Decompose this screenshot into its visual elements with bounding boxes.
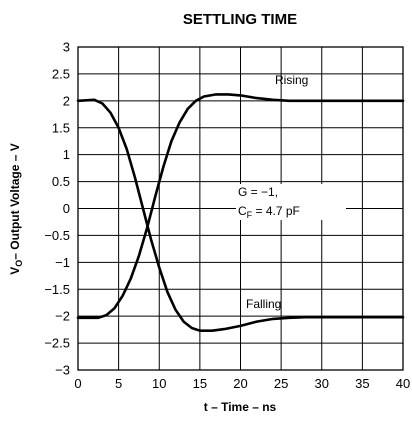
x-tick-label: 30 [315, 376, 329, 391]
series-lines [76, 93, 405, 333]
x-tick-label: 25 [274, 376, 288, 391]
y-label-main: V [8, 267, 22, 275]
plot-area-frame [77, 46, 404, 371]
y-tick-label: −0.5 [44, 228, 70, 243]
y-tick-label: 0.5 [52, 174, 70, 189]
y-tick-label: −2.5 [44, 336, 70, 351]
y-label-rest: – Output Voltage – V [8, 143, 22, 259]
x-tick-label: 10 [152, 376, 166, 391]
annotation-background [236, 184, 346, 220]
y-tick-label: 1.5 [52, 120, 70, 135]
cf-rest: = 4.7 pF [252, 204, 300, 218]
series-line-rising [76, 93, 405, 320]
y-axis-label: VO– Output Voltage – V [8, 143, 24, 275]
x-tick-label: 5 [115, 376, 122, 391]
y-tick-label: 0 [63, 201, 70, 216]
y-tick-label: 3 [63, 40, 70, 55]
y-label-sub: O [14, 260, 24, 267]
x-tick-label: 15 [193, 376, 207, 391]
x-tick-label: 35 [355, 376, 369, 391]
y-tick-label: 2.5 [52, 66, 70, 81]
gain-annotation: G = −1, [238, 185, 278, 199]
cf-main: C [238, 204, 247, 218]
y-tick-label: −1 [55, 255, 70, 270]
series-label-falling: Falling [246, 297, 281, 311]
y-tick-labels: 3 2.5 2 1.5 1 0.5 0 −0.5 −1 −1.5 −2 −2.5 −3 [44, 40, 70, 378]
x-tick-labels: 0 5 10 15 20 25 30 35 40 [74, 376, 410, 391]
y-tick-label: −3 [55, 363, 70, 378]
y-tick-label: −2 [55, 309, 70, 324]
y-tick-label: −1.5 [44, 282, 70, 297]
series-label-rising: Rising [275, 73, 308, 87]
feedback-capacitance-annotation: CF = 4.7 pF [238, 204, 300, 220]
y-tick-label: 1 [63, 147, 70, 162]
x-axis-label: t – Time – ns [204, 400, 277, 414]
series-line-falling [76, 98, 405, 333]
y-tick-label: 2 [63, 93, 70, 108]
x-tick-label: 0 [74, 376, 81, 391]
chart-title: SETTLING TIME [183, 11, 297, 28]
cf-sub: F [247, 210, 253, 220]
x-tick-label: 20 [233, 376, 247, 391]
x-tick-label: 40 [396, 376, 410, 391]
